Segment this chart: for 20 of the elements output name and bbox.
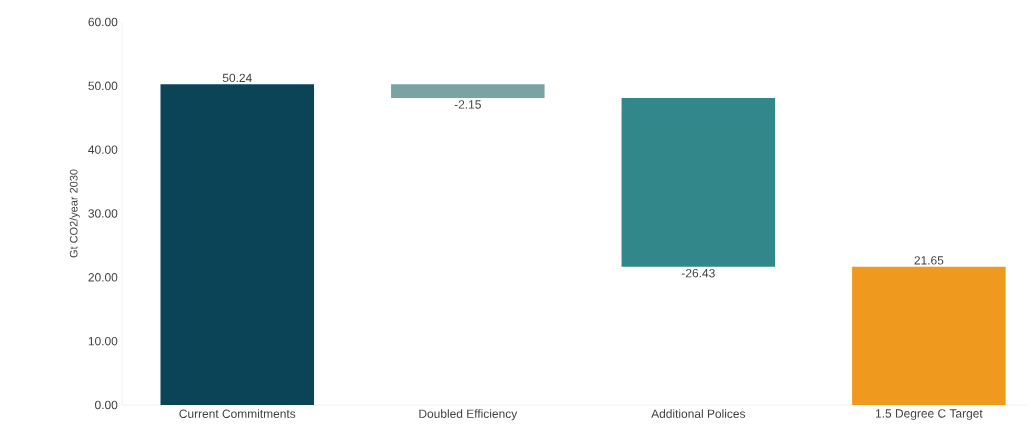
y-axis-title: Gt CO2/year 2030	[69, 169, 80, 258]
x-tick-label: Current Commitments	[179, 409, 296, 418]
y-tick-label: 60.00	[88, 17, 118, 27]
y-tick-label: 20.00	[88, 273, 118, 282]
data-label: -2.15	[454, 100, 481, 109]
bar	[160, 84, 315, 405]
x-tick-label: 1.5 Degree C Target	[875, 409, 983, 421]
data-label: 21.65	[914, 256, 944, 265]
x-tick-label: Doubled Efficiency	[419, 409, 518, 421]
bar	[391, 84, 545, 99]
bar	[621, 98, 776, 267]
bar	[852, 266, 1006, 405]
data-label: -26.43	[681, 268, 715, 278]
y-tick-label: 30.00	[88, 209, 118, 218]
y-tick-label: 0.00	[95, 400, 118, 410]
y-tick-label: 40.00	[88, 145, 118, 154]
y-tick-label: 10.00	[88, 336, 118, 346]
data-label: 50.24	[222, 73, 252, 83]
x-tick-label: Additional Polices	[651, 409, 746, 418]
y-tick-label: 50.00	[88, 81, 118, 91]
